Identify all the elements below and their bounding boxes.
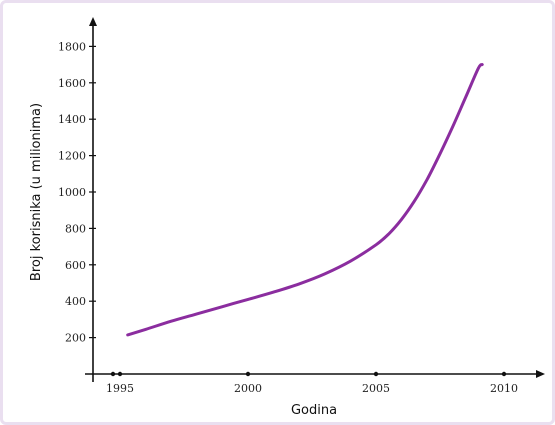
- x-tick: [501, 371, 507, 377]
- x-tick: [373, 371, 379, 377]
- x-tick-label: 2000: [234, 382, 262, 395]
- y-tick-label: 600: [65, 259, 86, 272]
- y-tick-label: 200: [65, 332, 86, 345]
- y-axis-arrow: [89, 17, 97, 26]
- y-tick-label: 400: [65, 295, 86, 308]
- y-tick-label: 1200: [58, 150, 86, 163]
- y-axis-label: Broj korisnika (u milionima): [29, 103, 44, 281]
- ticks: 200 400 600 800 1000 1200 1400 1600 1800 1995 2000…: [58, 40, 518, 395]
- x-tick: [117, 371, 123, 377]
- x-tick-label: 2010: [490, 382, 518, 395]
- series-line: [126, 63, 484, 337]
- y-tick-label: 800: [65, 222, 86, 235]
- y-tick-label: 1800: [58, 40, 86, 53]
- x-axis-arrow: [536, 370, 545, 378]
- x-tick-label: 2005: [362, 382, 390, 395]
- y-tick-label: 1000: [58, 186, 86, 199]
- x-tick: [110, 371, 116, 377]
- x-axis-label: Godina: [291, 403, 337, 418]
- y-tick-label: 1400: [58, 113, 86, 126]
- y-tick-label: 1600: [58, 77, 86, 90]
- x-tick: [245, 371, 251, 377]
- series: [126, 63, 484, 337]
- x-tick-label: 1995: [106, 382, 134, 395]
